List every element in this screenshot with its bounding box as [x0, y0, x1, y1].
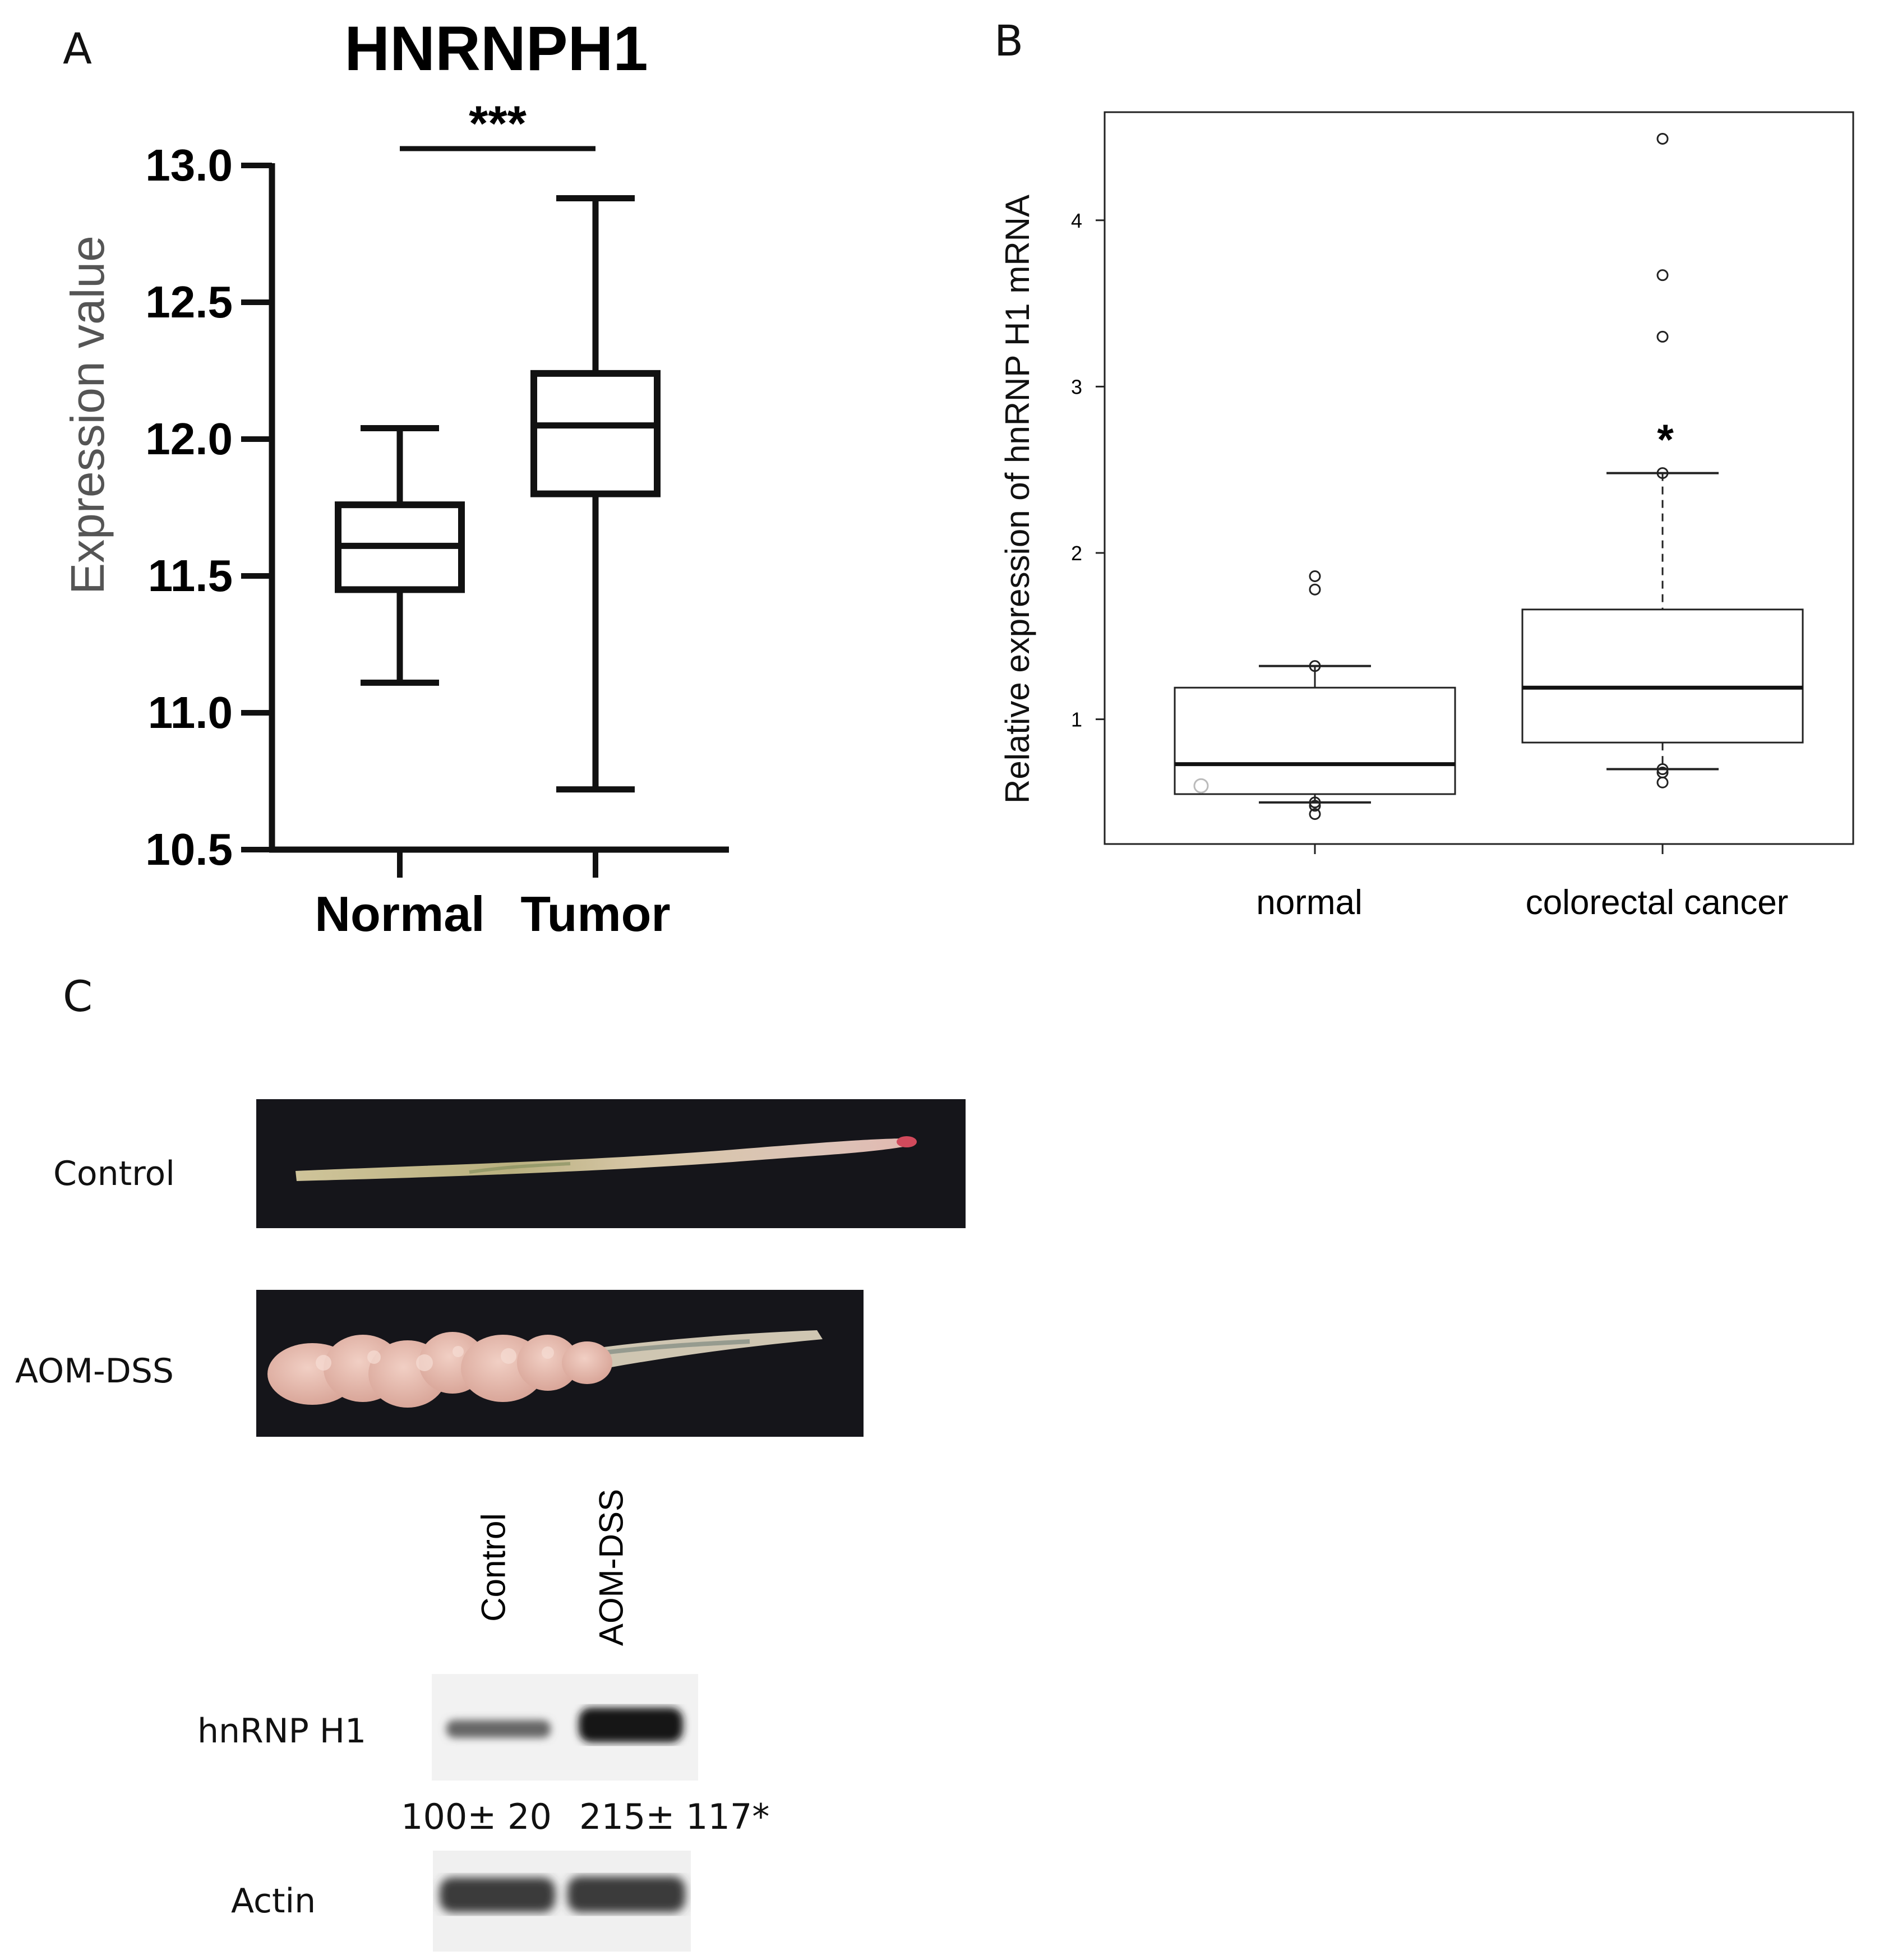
blot-hnrnp-h1	[432, 1674, 698, 1781]
chart-a-ylabel: Expression value	[61, 236, 114, 594]
chart-a-ytick-label: 10.5	[145, 824, 233, 874]
blot-quant-aom-dss: 215± 117*	[579, 1796, 770, 1837]
chart-a-box-normal	[335, 425, 465, 686]
photo-label-aom-dss: AOM-DSS	[15, 1352, 174, 1391]
chart-b-xtick-label: colorectal cancer	[1526, 883, 1789, 922]
chart-b-significance-star: *	[1657, 416, 1674, 464]
chart-b-ytick-label: 4	[1071, 209, 1082, 232]
chart-a-ytick-label: 12.0	[145, 414, 233, 464]
blot-band-actin-aom-dss	[567, 1876, 685, 1912]
chart-b: Relative expression of hnRNP H1 mRNA 1 2 3…	[999, 111, 1854, 922]
blot-band-actin-control	[440, 1878, 555, 1912]
blot-lane-labels: Control AOM-DSS	[475, 1489, 630, 1646]
colon-photo-control	[256, 1099, 966, 1228]
chart-a-ytick-label: 13.0	[145, 140, 233, 190]
chart-a-xtick-label: Tumor	[520, 886, 670, 942]
chart-b-outlier	[1309, 796, 1321, 809]
chart-b-outlier	[1309, 808, 1321, 820]
blot-band-hnrnp-h1-control	[446, 1720, 551, 1738]
chart-b-outlier	[1309, 583, 1321, 596]
chart-b-outlier	[1656, 330, 1669, 343]
chart-b-outlier	[1656, 269, 1669, 282]
chart-a-box-rect	[530, 370, 661, 497]
chart-b-box-colorectal-cancer	[1521, 132, 1804, 788]
chart-a-box-tumor	[530, 195, 661, 793]
panel-label-a: A	[63, 24, 92, 73]
chart-b-outlier	[1309, 660, 1321, 672]
blot-quant-control: 100± 20	[401, 1796, 552, 1837]
chart-b-outlier	[1656, 467, 1669, 479]
blot-lane-label-control: Control	[475, 1513, 513, 1621]
chart-b-outlier	[1309, 570, 1321, 582]
chart-a-significance-stars: ***	[469, 95, 527, 151]
chart-b-ytick-label: 1	[1071, 708, 1082, 731]
blot-band-hnrnp-h1-aom-dss	[579, 1708, 683, 1742]
chart-b-ylabel: Relative expression of hnRNP H1 mRNA	[999, 195, 1036, 804]
chart-b-xtick-label: normal	[1256, 883, 1363, 922]
chart-a-xtick-label: Normal	[315, 886, 484, 942]
chart-a-significance: ***	[400, 95, 595, 151]
chart-b-outlier	[1656, 132, 1669, 145]
chart-a-ytick-label: 12.5	[145, 277, 233, 327]
chart-a-boxes	[335, 195, 661, 793]
chart-b-boxes: *	[1174, 132, 1804, 820]
panel-label-c: C	[63, 971, 93, 1021]
chart-a-axes: 10.5 11.0 11.5 12.0 12.5 13.0 Normal Tumor	[145, 140, 729, 942]
photo-label-control: Control	[53, 1154, 175, 1193]
blot-row-label-actin: Actin	[231, 1881, 316, 1921]
panel-label-b: B	[994, 16, 1024, 66]
colon-photo-aom-dss	[256, 1290, 864, 1437]
chart-b-box-rect	[1521, 608, 1804, 744]
chart-b-plot-border	[1104, 111, 1854, 845]
chart-a-ytick-label: 11.0	[148, 688, 233, 737]
chart-b-outlier	[1309, 800, 1321, 812]
chart-a: HNRNPH1 Expression value 10.5 11.0 11.5 12.…	[61, 13, 729, 942]
chart-b-box-rect	[1174, 686, 1456, 795]
chart-a-title: HNRNPH1	[344, 13, 648, 84]
chart-b-ytick-label: 2	[1071, 542, 1082, 565]
chart-b-outlier	[1656, 763, 1669, 776]
blot-row-label-hnrnp-h1: hnRNP H1	[197, 1712, 367, 1751]
chart-b-box-normal	[1174, 570, 1456, 820]
chart-b-point	[1193, 778, 1209, 794]
blot-actin	[433, 1851, 691, 1952]
chart-b-outlier	[1656, 776, 1669, 788]
chart-a-ytick-label: 11.5	[148, 551, 233, 601]
blot-lane-label-aom-dss: AOM-DSS	[593, 1489, 630, 1646]
chart-b-frame: 1 2 3 4 normal colorectal cancer	[1071, 111, 1854, 922]
chart-b-ytick-label: 3	[1071, 375, 1082, 398]
